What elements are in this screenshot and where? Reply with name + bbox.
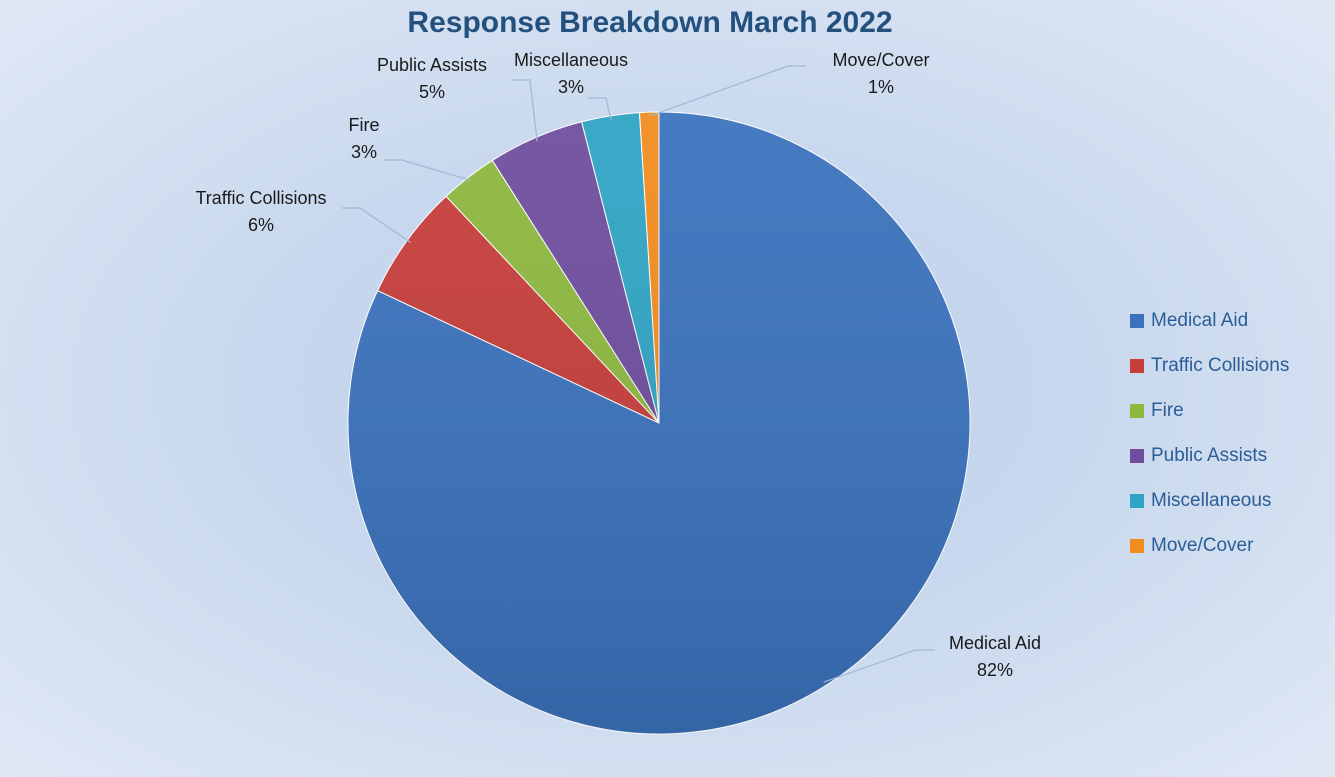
data-label-value: 6% — [247, 215, 275, 235]
leader-line-public-assists — [512, 79, 538, 142]
data-label-value: 3% — [557, 77, 584, 97]
leader-line-miscellaneous — [588, 97, 612, 120]
legend: Medical Aid Traffic Collisions Fire Publ… — [1130, 298, 1289, 568]
leader-line-traffic-collisions — [342, 207, 411, 244]
legend-swatch — [1130, 403, 1144, 418]
chart-title: Response Breakdown March 2022 — [407, 6, 893, 39]
legend-label: Medical Aid — [1151, 309, 1249, 331]
legend-label: Public Assists — [1151, 444, 1268, 466]
legend-item-public-assists[interactable]: Public Assists — [1130, 433, 1289, 478]
data-label-traffic-collisions: Traffic Collisions 6% — [195, 185, 326, 239]
legend-item-miscellaneous[interactable]: Miscellaneous — [1130, 478, 1289, 523]
data-label-name: Miscellaneous — [513, 50, 629, 70]
data-label-fire: Fire 3% — [349, 112, 380, 166]
data-label-value: 1% — [867, 77, 894, 97]
legend-label: Miscellaneous — [1151, 489, 1272, 511]
legend-item-medical-aid[interactable]: Medical Aid — [1130, 298, 1289, 343]
legend-swatch — [1130, 448, 1144, 463]
legend-label: Traffic Collisions — [1151, 354, 1290, 376]
legend-swatch — [1130, 538, 1144, 553]
data-label-name: Move/Cover — [832, 50, 930, 70]
data-label-name: Traffic Collisions — [195, 188, 327, 208]
leader-line-medical-aid — [823, 649, 935, 683]
data-label-name: Fire — [348, 115, 380, 135]
legend-item-move-cover[interactable]: Move/Cover — [1130, 523, 1289, 568]
data-label-public-assists: Public Assists 5% — [377, 52, 487, 106]
data-label-value: 5% — [418, 82, 446, 102]
legend-swatch — [1130, 313, 1144, 328]
leader-line-move-cover — [649, 65, 806, 117]
legend-label: Fire — [1151, 399, 1184, 421]
data-label-medical-aid: Medical Aid 82% — [949, 630, 1041, 684]
leader-line-fire — [384, 159, 472, 181]
legend-swatch — [1130, 358, 1144, 373]
legend-label: Move/Cover — [1151, 534, 1254, 556]
data-label-move-cover: Move/Cover 1% — [832, 47, 929, 101]
data-label-name: Public Assists — [376, 55, 488, 75]
data-label-value: 3% — [350, 142, 377, 162]
legend-item-fire[interactable]: Fire — [1130, 388, 1289, 433]
legend-swatch — [1130, 493, 1144, 508]
data-label-value: 82% — [976, 660, 1014, 680]
data-label-miscellaneous: Miscellaneous 3% — [514, 47, 628, 101]
data-label-name: Medical Aid — [948, 633, 1042, 653]
legend-item-traffic-collisions[interactable]: Traffic Collisions — [1130, 343, 1289, 388]
